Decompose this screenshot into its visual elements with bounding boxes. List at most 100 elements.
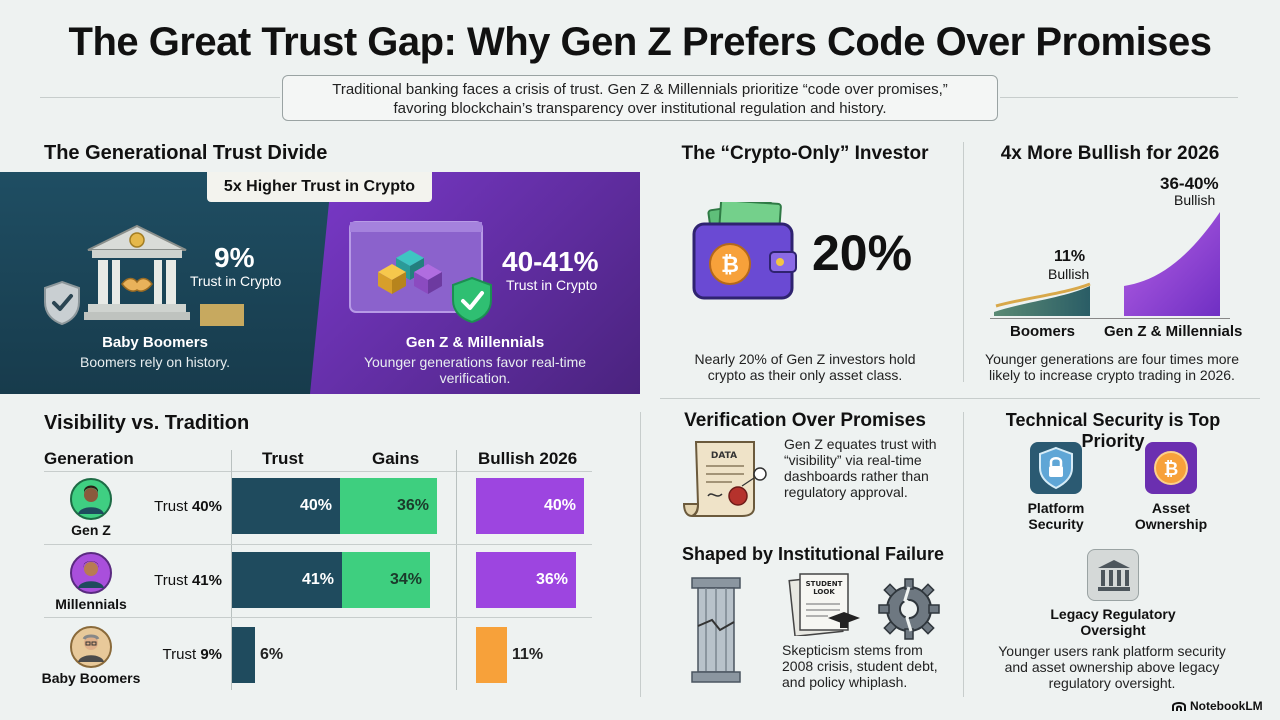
bullish-bar-boomers <box>476 627 507 683</box>
crypto-only-stat: 20% <box>812 225 913 281</box>
bullish-bar-genz: 40% <box>476 478 584 534</box>
table-row-rule <box>44 617 592 618</box>
trust-prefix: Trust <box>154 498 188 515</box>
bullish-right-value: 36-40% <box>1160 174 1219 193</box>
platform-security-tile <box>1030 442 1082 494</box>
boomer-avatar-icon <box>70 626 112 668</box>
trust-bar-boomers <box>232 627 255 683</box>
column-divider <box>963 142 964 382</box>
section-heading-visibility: Visibility vs. Tradition <box>44 412 250 434</box>
gold-bar <box>200 304 244 326</box>
col-generation: Generation <box>44 449 134 468</box>
notebooklm-logo: NotebookLM <box>1172 699 1263 713</box>
shield-check-icon <box>44 280 80 326</box>
column-divider <box>640 412 641 697</box>
document-scroll-icon: DATA <box>682 441 767 518</box>
crypto-only-desc: Nearly 20% of Gen Z investors hold crypt… <box>662 351 948 383</box>
genz-panel: 40-41% Trust in Crypto Gen Z & Millennia… <box>310 172 640 394</box>
table-row-rule <box>44 544 592 545</box>
security-desc-line-2: and asset ownership above legacy <box>1004 659 1220 675</box>
institutional-desc: Skepticism stems from 2008 crisis, stude… <box>782 642 938 690</box>
trust-value: 41% <box>191 572 222 589</box>
boomers-desc: Boomers rely on history. <box>80 354 230 370</box>
section-heading-bullish: 4x More Bullish for 2026 <box>1000 143 1220 164</box>
boomers-area <box>994 286 1090 316</box>
security-desc: Younger users rank platform security and… <box>976 643 1248 691</box>
trust-bar-boomers-label: 6% <box>260 646 284 663</box>
row-label-boomers: Baby Boomers <box>41 670 141 686</box>
platform-security-label: Platform Security <box>1012 500 1100 532</box>
trust-value: 40% <box>191 498 222 515</box>
bullish-desc-line-2: likely to increase crypto trading in 202… <box>989 367 1235 383</box>
genz-desc-line-2: verification. <box>439 370 511 386</box>
platform-security-label-line-1: Platform <box>1027 500 1085 516</box>
asset-ownership-tile: ₿ <box>1145 442 1197 494</box>
security-desc-line-1: Younger users rank platform security <box>998 643 1226 659</box>
bullish-desc-line-1: Younger generations are four times more <box>985 351 1239 367</box>
section-heading-institutional: Shaped by Institutional Failure <box>681 544 945 564</box>
trust-prefix: Trust <box>162 646 197 663</box>
bullish-right-label: Bullish <box>1174 192 1216 208</box>
subtitle-line-2: favoring blockchain’s transparency over … <box>393 100 887 117</box>
security-desc-line-3: regulatory oversight. <box>1048 675 1176 691</box>
bullish-x-right: Gen Z & Millennials <box>1104 323 1243 340</box>
legacy-regulation-tile <box>1087 549 1139 601</box>
asset-ownership-label-line-1: Asset <box>1151 500 1191 516</box>
page-title: The Great Trust Gap: Why Gen Z Prefers C… <box>68 20 1212 64</box>
bullish-bar-boomers-label: 11% <box>512 646 544 663</box>
broken-column-icon <box>691 577 741 683</box>
boomers-trust-pct: 9% <box>214 242 255 273</box>
bullish-left-value: 11% <box>1054 248 1086 265</box>
institutional-desc-line-3: and policy whiplash. <box>782 674 908 690</box>
institutional-desc-line-1: Skepticism stems from <box>782 642 923 658</box>
verification-desc-line-1: Gen Z equates trust with <box>784 436 937 452</box>
subtitle-box: Traditional banking faces a crisis of tr… <box>282 75 998 121</box>
boomers-name: Baby Boomers <box>102 334 208 351</box>
institutional-desc-line-2: 2008 crisis, student debt, <box>782 658 938 674</box>
millennial-avatar-icon <box>70 552 112 594</box>
trust-bar-millennials: 41% <box>232 552 342 608</box>
genz-desc-line-1: Younger generations favor real-time <box>363 354 587 370</box>
trust-multiplier-badge: 5x Higher Trust in Crypto <box>207 172 432 202</box>
notebooklm-brand: NotebookLM <box>1190 699 1263 713</box>
verification-desc-line-3: dashboards rather than <box>784 468 929 484</box>
col-trust: Trust <box>262 449 304 468</box>
row-trust-boomers: Trust 9% <box>132 646 222 663</box>
crypto-only-desc-line-1: Nearly 20% of Gen Z investors hold <box>694 351 916 367</box>
paper-label-1: STUDENT <box>806 580 843 588</box>
genz-area <box>1124 212 1220 316</box>
trust-divide-panel: 9% Trust in Crypto Baby Boomers Boomers … <box>0 172 640 394</box>
section-heading-security: Technical Security is Top Priority <box>1005 410 1221 451</box>
government-building-icon <box>1098 560 1130 591</box>
trust-prefix: Trust <box>154 572 188 589</box>
row-divider <box>660 398 1260 399</box>
notebooklm-icon <box>1172 702 1186 711</box>
bank-building-icon <box>84 224 190 320</box>
gains-bar-genz: 36% <box>340 478 437 534</box>
subtitle-line-1: Traditional banking faces a crisis of tr… <box>332 81 948 98</box>
svg-text:₿: ₿ <box>721 253 739 278</box>
asset-ownership-label-line-2: Ownership <box>1134 516 1208 532</box>
broken-gear-icon <box>878 578 940 640</box>
platform-security-label-line-2: Security <box>1028 516 1084 532</box>
row-label-genz: Gen Z <box>71 522 111 538</box>
bullish-left-label: Bullish <box>1048 266 1090 282</box>
trust-bar-genz: 40% <box>232 478 340 534</box>
paper-label-2: LOOK <box>813 588 835 596</box>
section-heading-trust-divide: The Generational Trust Divide <box>44 142 328 164</box>
bullish-x-left: Boomers <box>1010 323 1076 340</box>
col-bullish: Bullish 2026 <box>478 449 578 468</box>
boomers-line <box>995 282 1091 308</box>
legacy-regulation-label: Legacy Regulatory Oversight <box>1030 606 1196 638</box>
col-gains: Gains <box>372 449 420 468</box>
row-trust-millennials: Trust 41% <box>132 572 222 589</box>
bullish-desc: Younger generations are four times more … <box>972 351 1252 383</box>
divider <box>1000 97 1238 98</box>
section-heading-crypto-only: The “Crypto-Only” Investor <box>681 143 929 164</box>
bullish-area-chart <box>994 212 1220 316</box>
bitcoin-coin-icon: ₿ <box>1154 451 1188 485</box>
boomers-panel: 9% Trust in Crypto Baby Boomers Boomers … <box>0 172 330 394</box>
section-heading-verification: Verification Over Promises <box>684 410 926 431</box>
blockchain-screen-icon <box>349 221 483 313</box>
boomers-trust-label: Trust in Crypto <box>190 273 282 289</box>
